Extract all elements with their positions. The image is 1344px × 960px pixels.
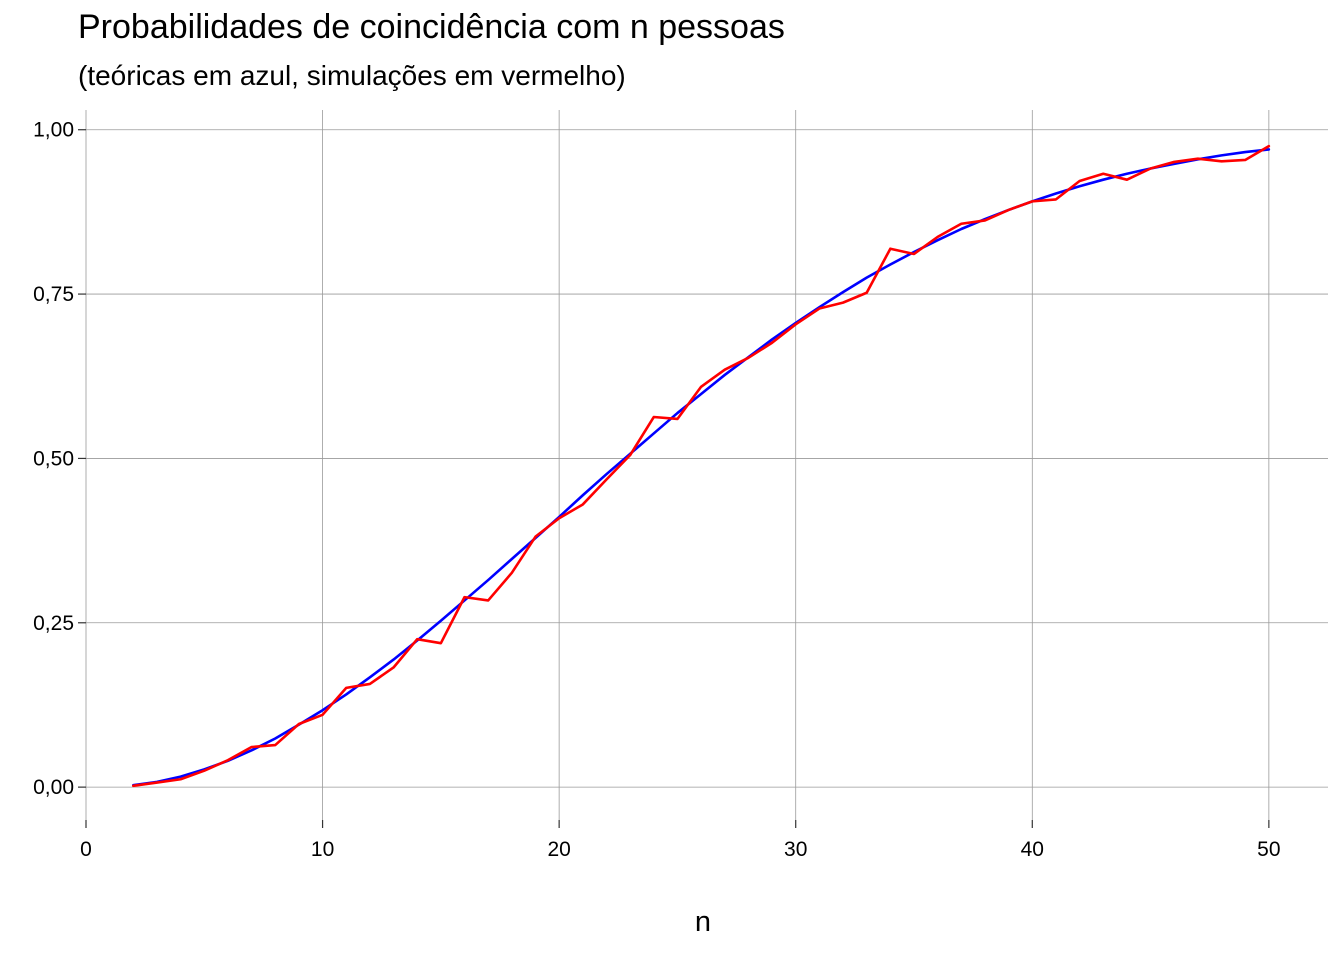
x-tick-label: 30 bbox=[784, 838, 807, 861]
y-tick-label: 0,25 bbox=[33, 612, 74, 635]
series-lines bbox=[132, 144, 1271, 788]
y-tick-label: 0,50 bbox=[33, 447, 74, 470]
x-axis-title: n bbox=[694, 906, 712, 938]
x-tick-label: 40 bbox=[1021, 838, 1044, 861]
series-line-1 bbox=[132, 148, 1271, 787]
y-tick-label: 0,00 bbox=[33, 776, 74, 799]
tick-labels: 0 10 20 30 40 50 0,00 0,25 0,50 0,75 1,00 bbox=[33, 119, 1280, 861]
x-tick-label: 20 bbox=[547, 838, 570, 861]
grid bbox=[85, 110, 1328, 820]
chart-title: Probabilidades de coincidência com n pes… bbox=[78, 8, 785, 46]
axes bbox=[78, 129, 1270, 828]
x-tick-label: 10 bbox=[311, 838, 334, 861]
chart-subtitle: (teóricas em azul, simulações em vermelh… bbox=[78, 60, 626, 91]
x-tick-label: 0 bbox=[80, 838, 92, 861]
y-tick-label: 0,75 bbox=[33, 283, 74, 306]
series-line-2 bbox=[132, 144, 1271, 788]
y-tick-label: 1,00 bbox=[33, 119, 74, 142]
x-tick-label: 50 bbox=[1257, 838, 1280, 861]
